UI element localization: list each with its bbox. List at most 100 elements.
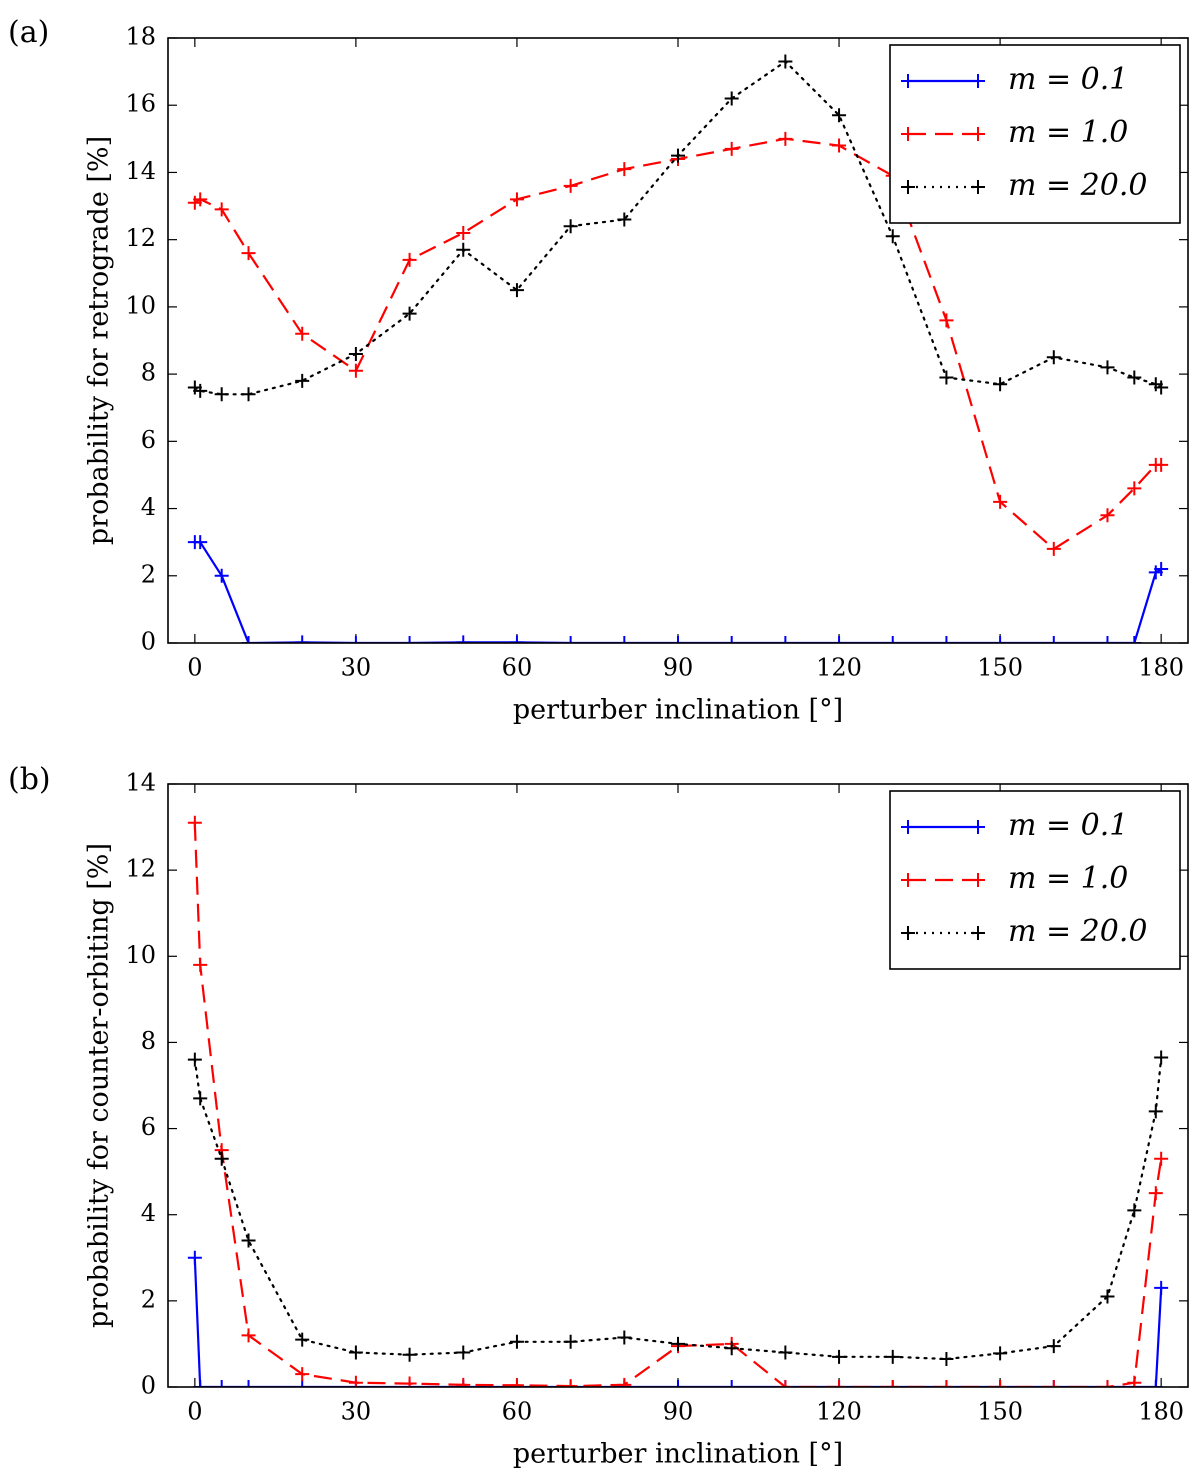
legend-label-2: m = 20.0 — [1008, 168, 1147, 203]
data-point — [348, 363, 363, 378]
data-point — [617, 162, 632, 177]
x-tick-label: 30 — [341, 654, 372, 682]
data-point — [1148, 1186, 1163, 1201]
data-point — [214, 1380, 229, 1387]
data-point — [563, 636, 578, 643]
x-axis-label: perturber inclination [°] — [513, 695, 843, 726]
data-point — [1154, 380, 1169, 395]
x-tick-label: 60 — [502, 1398, 533, 1426]
y-tick-label: 8 — [141, 359, 156, 387]
axes-frame — [167, 37, 1189, 644]
data-point — [671, 148, 685, 163]
data-point — [832, 1349, 847, 1364]
data-point — [832, 1380, 847, 1387]
legend-label-2: m = 20.0 — [1008, 914, 1147, 949]
data-point — [617, 1377, 632, 1387]
data-point — [193, 535, 208, 550]
data-point — [402, 306, 417, 321]
data-point — [993, 1380, 1008, 1387]
x-axis-label: perturber inclination [°] — [513, 1439, 843, 1470]
data-point — [295, 1380, 310, 1387]
data-point — [724, 636, 739, 643]
data-point — [509, 192, 524, 207]
data-point — [993, 1346, 1008, 1361]
x-tick-label: 0 — [187, 1398, 202, 1426]
legend-marker — [971, 926, 985, 940]
data-point — [832, 138, 847, 153]
x-tick-label: 90 — [663, 654, 694, 682]
data-point — [885, 229, 900, 244]
x-tick-label: 150 — [977, 1398, 1023, 1426]
data-point — [402, 1347, 417, 1362]
legend-marker — [971, 820, 985, 834]
data-point — [241, 1233, 256, 1248]
data-point — [563, 1334, 578, 1349]
plot-area — [187, 815, 1169, 1387]
data-point — [295, 373, 310, 388]
y-axis-label: probability for retrograde [%] — [84, 136, 115, 545]
data-point — [724, 91, 739, 106]
data-point — [885, 636, 900, 643]
data-point — [1127, 1375, 1142, 1387]
data-point — [509, 1334, 524, 1349]
data-point — [214, 202, 229, 217]
data-point — [214, 1151, 229, 1166]
data-point — [295, 1367, 310, 1382]
data-point — [778, 131, 793, 146]
data-point — [187, 1052, 202, 1067]
data-point — [193, 1380, 208, 1387]
data-point — [563, 178, 578, 193]
data-point — [671, 1336, 685, 1351]
data-point — [214, 387, 229, 402]
y-tick-label: 10 — [125, 941, 156, 969]
x-tick-label: 180 — [1138, 654, 1184, 682]
legend-marker — [971, 180, 985, 194]
data-point — [778, 54, 793, 69]
data-point — [1100, 360, 1115, 375]
data-point — [1046, 350, 1061, 365]
data-point — [1046, 541, 1061, 556]
plot-area — [187, 54, 1169, 643]
x-tick-label: 90 — [663, 1398, 694, 1426]
data-point — [1154, 562, 1169, 577]
data-point — [724, 1380, 739, 1387]
legend-label-1: m = 1.0 — [1008, 115, 1128, 150]
data-point — [671, 636, 685, 643]
data-point — [778, 1380, 793, 1387]
data-point — [1100, 1380, 1115, 1387]
series-line-0 — [194, 541, 1162, 643]
chart-panel-0: (a) 0 30 60 90 120 150 180 0 2 4 6 8 10 12 14 16 18 pertur… — [8, 15, 1189, 726]
y-tick-label: 12 — [125, 224, 156, 252]
legend-label-1: m = 1.0 — [1008, 861, 1128, 896]
data-point — [193, 383, 208, 398]
y-tick-label: 8 — [141, 1027, 156, 1055]
data-point — [778, 636, 793, 643]
legend-marker — [901, 180, 915, 194]
data-point — [456, 1377, 471, 1387]
panel-label: (b) — [8, 762, 51, 797]
data-point — [1154, 457, 1169, 472]
data-point — [832, 108, 847, 123]
panel-label: (a) — [8, 15, 49, 50]
y-tick-label: 2 — [141, 1285, 156, 1313]
data-point — [295, 1332, 310, 1347]
y-tick-label: 4 — [141, 493, 156, 521]
x-tick-label: 150 — [977, 654, 1023, 682]
y-tick-label: 10 — [125, 291, 156, 319]
data-point — [402, 252, 417, 267]
data-point — [187, 1250, 202, 1265]
data-point — [456, 225, 471, 240]
data-point — [1100, 636, 1115, 643]
data-point — [193, 1091, 208, 1106]
data-point — [241, 636, 256, 643]
data-point — [402, 1376, 417, 1387]
y-tick-label: 0 — [141, 1372, 156, 1400]
data-point — [1127, 370, 1142, 385]
data-point — [1154, 1050, 1169, 1065]
data-point — [671, 1380, 685, 1387]
data-point — [348, 1375, 363, 1387]
legend: m = 0.1 m = 1.0 m = 20.0 — [889, 44, 1181, 224]
data-point — [456, 242, 471, 257]
data-point — [348, 346, 363, 361]
data-point — [939, 313, 954, 328]
